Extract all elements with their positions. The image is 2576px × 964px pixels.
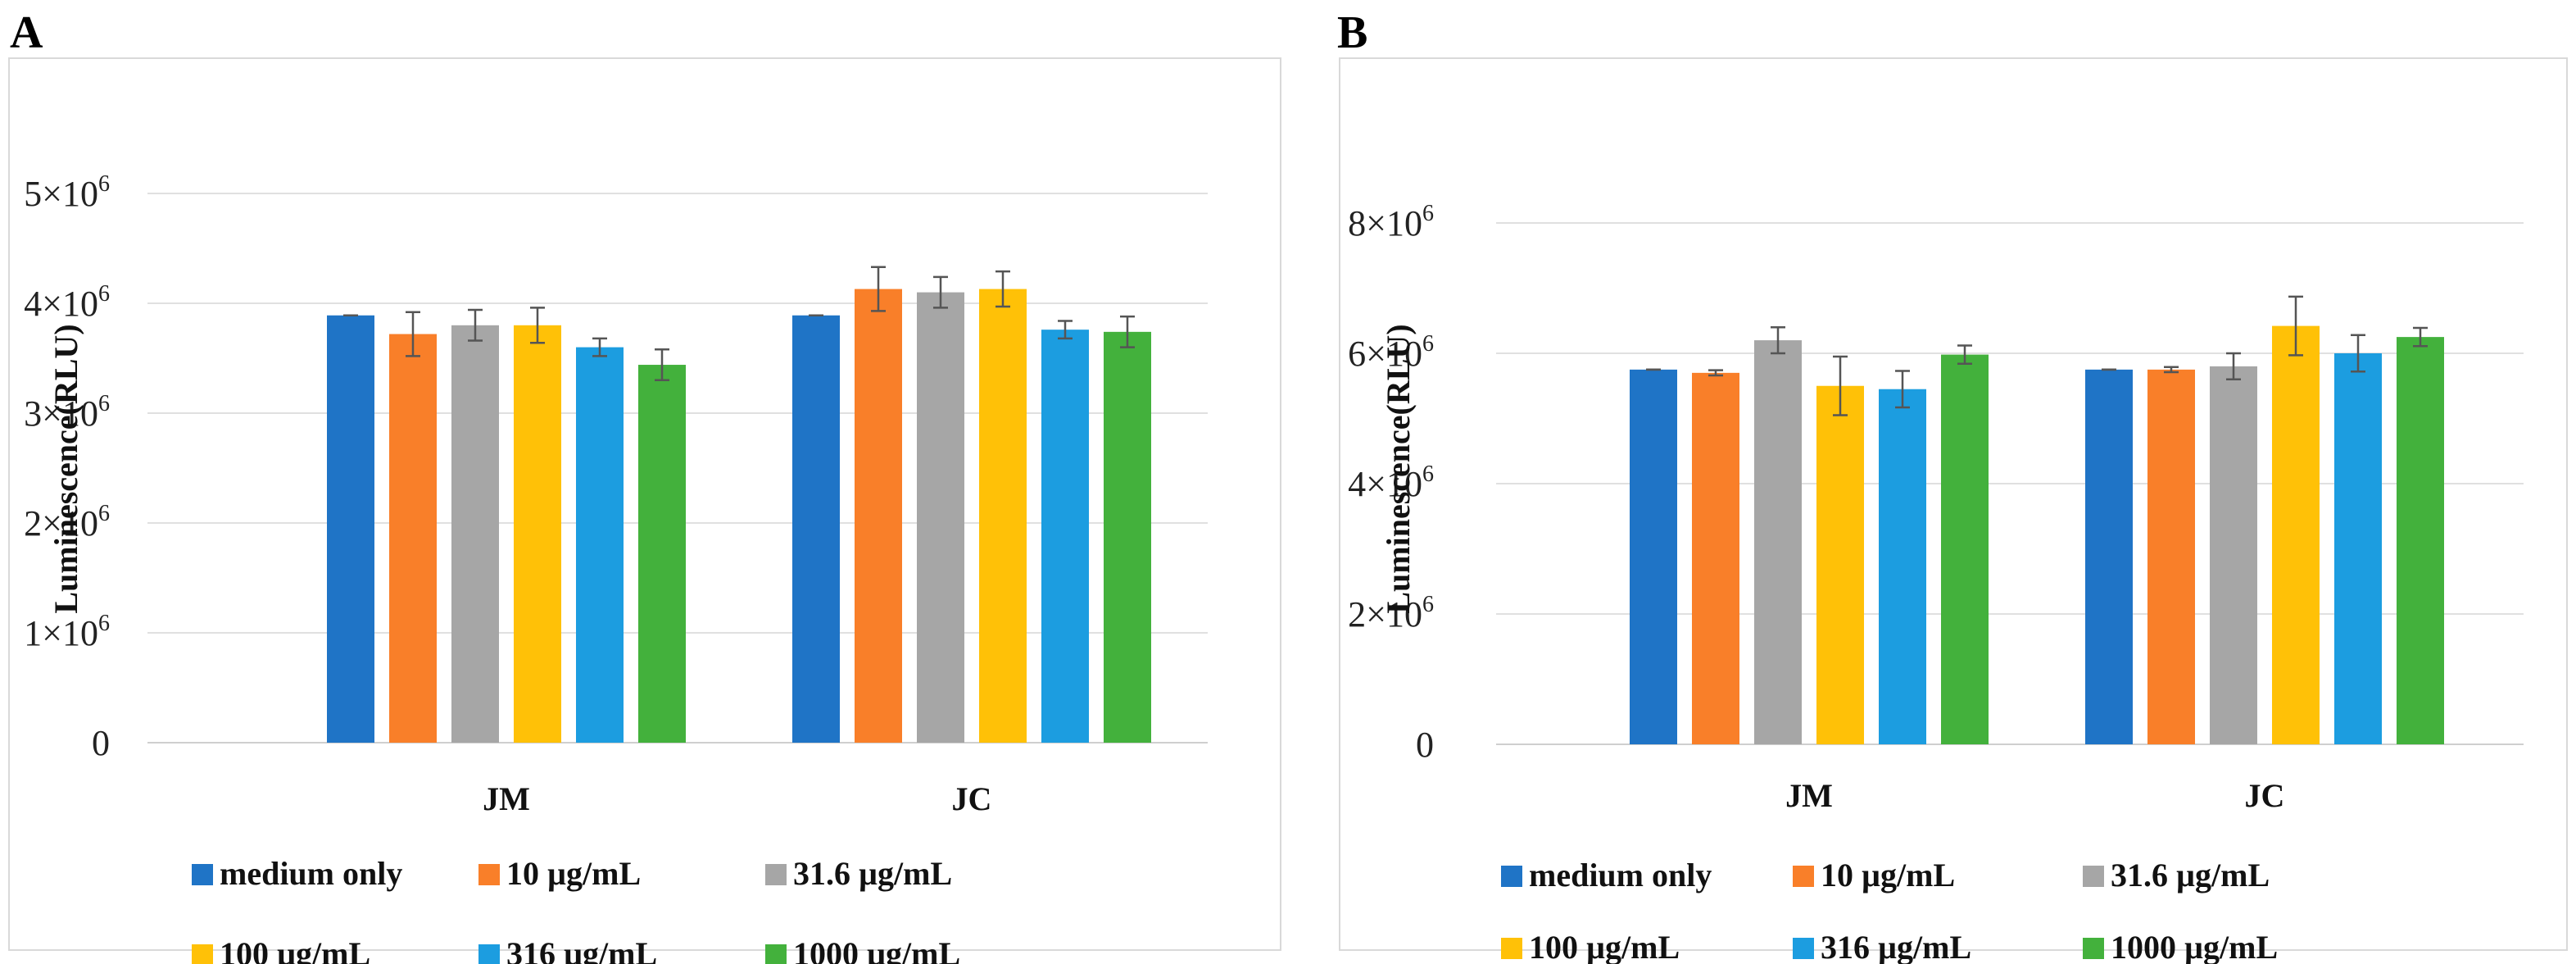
bar <box>2334 353 2382 744</box>
legend-swatch <box>1793 938 1814 959</box>
legend-swatch <box>765 944 787 964</box>
x-category-label: JC <box>952 780 992 817</box>
legend-swatch <box>478 864 500 885</box>
bar <box>1630 369 1677 744</box>
bar <box>1692 372 1739 744</box>
panel-label-b: B <box>1337 7 1368 58</box>
y-tick-label: 1×106 <box>24 611 110 653</box>
bar <box>2147 369 2195 744</box>
y-tick-label: 8×106 <box>1348 201 1434 243</box>
y-tick-label: 6×106 <box>1348 331 1434 374</box>
bar <box>576 347 624 743</box>
bar <box>2085 369 2133 744</box>
bar <box>1754 340 1802 744</box>
y-axis-label: Luminescence(RLU) <box>1380 324 1417 613</box>
legend-label: 1000 µg/mL <box>793 935 960 964</box>
legend-swatch <box>192 864 213 885</box>
bar <box>514 325 561 743</box>
legend-label: 316 µg/mL <box>1821 929 1971 964</box>
legend-swatch <box>1793 866 1814 887</box>
legend-label: 31.6 µg/mL <box>793 855 952 892</box>
y-tick-label: 3×106 <box>24 391 110 434</box>
chart-panel-a: 0 1×106 2×106 3×106 4×106 5×106 Luminescence(R… <box>8 57 1281 964</box>
y-tick-label: 2×106 <box>24 501 110 543</box>
bar <box>979 289 1027 743</box>
legend-label: 316 µg/mL <box>506 935 657 964</box>
bar <box>2210 366 2257 744</box>
legend-swatch <box>1501 866 1522 887</box>
bar <box>1941 354 1989 744</box>
panel-label-a: A <box>10 7 43 58</box>
bar <box>389 334 437 743</box>
chart-a-svg: 0 1×106 2×106 3×106 4×106 5×106 Luminescence(R… <box>24 171 1208 964</box>
legend-swatch <box>2083 866 2104 887</box>
chart-b-svg: 0 2×106 4×106 6×106 8×106 Luminescence(RLU) JM… <box>1348 201 2524 964</box>
bar <box>451 325 499 743</box>
y-tick-label: 5×106 <box>24 171 110 214</box>
chart-panel-b: 0 2×106 4×106 6×106 8×106 Luminescence(RLU) JM… <box>1339 57 2568 964</box>
bar <box>917 292 964 743</box>
legend-swatch <box>765 864 787 885</box>
legend-label: 100 µg/mL <box>220 935 370 964</box>
bar <box>2272 325 2320 744</box>
legend-swatch <box>192 944 213 964</box>
y-tick-label: 4×106 <box>1348 462 1434 504</box>
x-category-label: JM <box>483 780 530 817</box>
bar <box>327 315 374 743</box>
legend-label: medium only <box>220 855 402 892</box>
bar <box>1104 331 1151 743</box>
bar <box>1041 330 1089 743</box>
x-category-label: JM <box>1785 777 1833 814</box>
bar <box>792 315 840 743</box>
y-tick-label: 0 <box>92 723 110 763</box>
legend-label: 1000 µg/mL <box>2111 929 2278 964</box>
y-tick-label: 0 <box>1416 725 1434 765</box>
bar <box>1816 385 1864 744</box>
legend-swatch <box>1501 938 1522 959</box>
legend-swatch <box>478 944 500 964</box>
bar <box>638 365 686 743</box>
legend-label: medium only <box>1529 857 1712 894</box>
x-category-label: JC <box>2245 777 2285 814</box>
legend-label: 100 µg/mL <box>1529 929 1680 964</box>
y-axis-label: Luminescence(RLU) <box>48 324 84 613</box>
y-tick-label: 2×106 <box>1348 592 1434 634</box>
legend-label: 31.6 µg/mL <box>2111 857 2270 894</box>
legend-label: 10 µg/mL <box>506 855 641 892</box>
y-tick-label: 4×106 <box>24 281 110 324</box>
legend-label: 10 µg/mL <box>1821 857 1955 894</box>
bar <box>1879 389 1926 744</box>
bar <box>855 289 902 743</box>
legend-swatch <box>2083 938 2104 959</box>
bar <box>2397 337 2444 744</box>
